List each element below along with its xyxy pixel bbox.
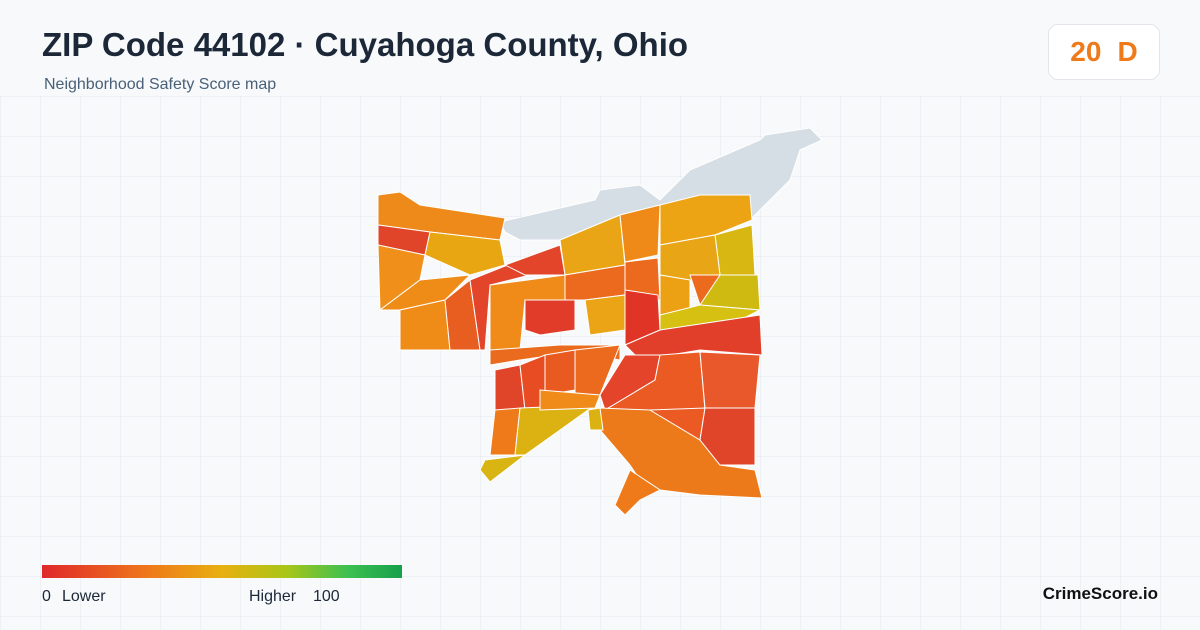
legend-max: 100 [313,588,340,605]
title: ZIP Code 44102 · Cuyahoga County, Ohio [42,26,689,63]
score-grade: D [1117,36,1138,67]
map-regions [377,127,823,516]
score-value: 20 [1070,36,1102,67]
legend-min: 0 [42,588,51,605]
score-badge: 20 D [1048,24,1160,80]
legend-min-label: Lower [62,588,106,605]
subtitle: Neighborhood Safety Score map [44,76,277,93]
legend-gradient [42,565,402,578]
brand: CrimeScore.io [1042,584,1158,603]
legend-max-label: Higher [249,588,297,605]
